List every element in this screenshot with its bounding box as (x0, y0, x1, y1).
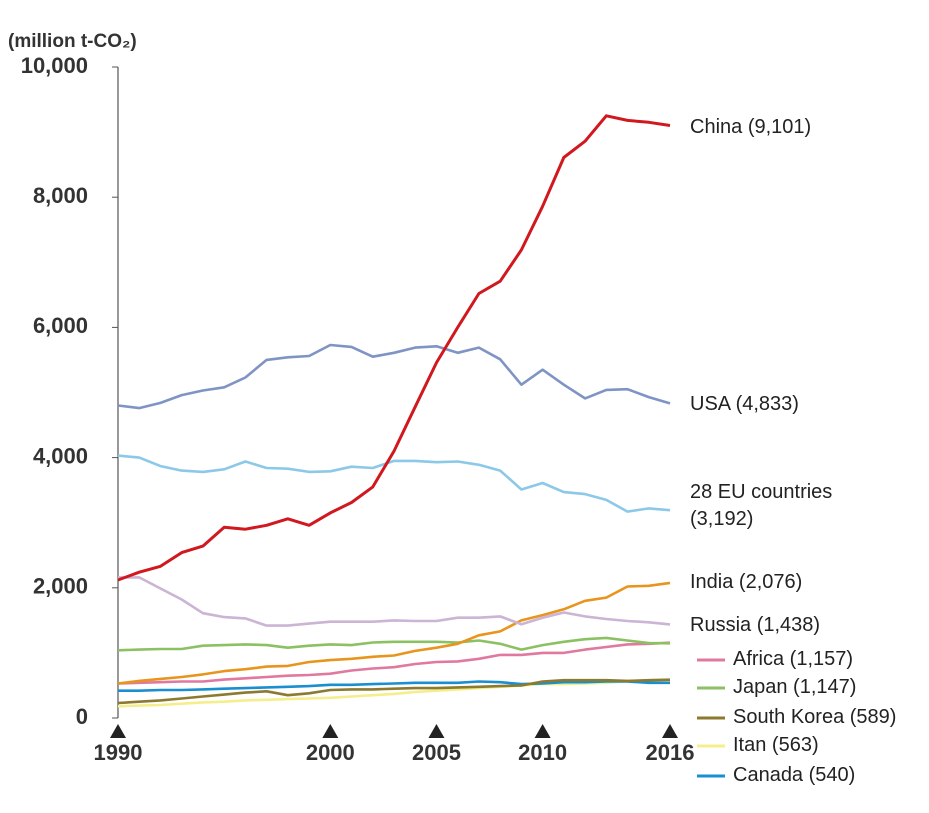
y-tick-label: 2,000 (33, 574, 88, 599)
series-label: Africa (1,157) (733, 648, 854, 670)
x-tick (662, 724, 678, 738)
y-tick-label: 6,000 (33, 313, 88, 338)
series-line (118, 680, 670, 692)
y-tick-label: 4,000 (33, 443, 88, 468)
series-line (117, 114, 671, 582)
y-tick-label: 0 (76, 704, 88, 729)
series-line (117, 680, 671, 708)
x-tick (428, 724, 445, 738)
series-label: Russia (1,438) (690, 614, 821, 636)
series-label: India (2,076) (690, 571, 803, 593)
series-label: South Korea (589) (733, 706, 897, 728)
x-tick (322, 724, 339, 738)
series-label: China (9,101) (690, 116, 812, 138)
series-label: 28 EU countries (3,192) (690, 481, 833, 530)
series-label: Canada (540) (733, 764, 856, 786)
x-tick (534, 724, 551, 738)
x-tick (110, 724, 126, 738)
series-label: USA (4,833) (690, 393, 799, 415)
series-line (117, 454, 671, 513)
x-tick-label: 2000 (306, 740, 355, 765)
series-line (118, 576, 671, 627)
series-label: Itan (563) (733, 734, 819, 756)
series-line (117, 581, 671, 685)
y-axis-label: (million t-CO₂) (8, 31, 137, 52)
y-tick-label: 8,000 (33, 183, 88, 208)
x-tick-label: 1990 (94, 740, 143, 765)
series-line (117, 678, 671, 705)
x-tick-label: 2005 (412, 740, 461, 765)
x-tick-label: 2016 (646, 740, 695, 765)
series-label: Japan (1,147) (733, 676, 857, 698)
series-line (117, 343, 671, 410)
y-tick-label: 10,000 (21, 53, 88, 78)
series-line (117, 636, 671, 652)
series-line (117, 641, 671, 685)
x-tick-label: 2010 (518, 740, 567, 765)
